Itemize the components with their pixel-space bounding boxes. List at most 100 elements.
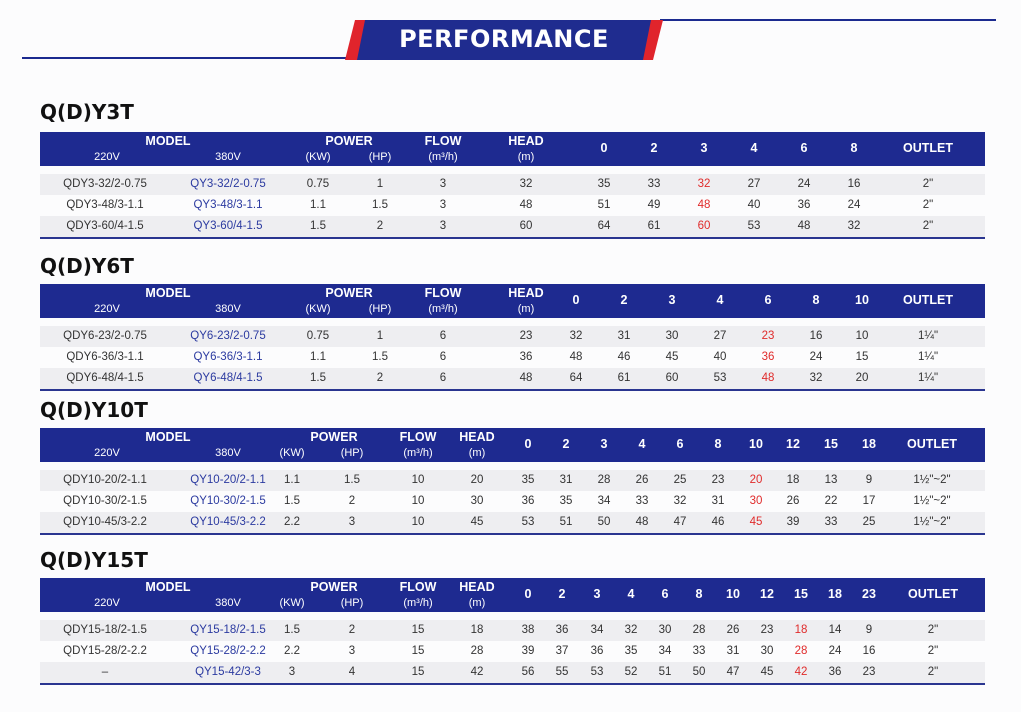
table-row: QDY3-60/4-1.5 QY3-60/4-1.5 1.5 2 3 60 64 61 60 53… — [40, 216, 985, 237]
power-kw: 3 — [288, 666, 296, 678]
outlet-value: 2" — [927, 666, 939, 678]
model-220v: QDY10-20/2-1.1 — [63, 474, 147, 486]
head-point-value: 49 — [647, 199, 661, 211]
header-head-point: 10 — [726, 587, 740, 601]
model-220v: QDY10-30/2-1.5 — [63, 495, 147, 507]
header-outlet: OUTLET — [908, 587, 958, 601]
header-flow-unit: (m³/h) — [403, 447, 433, 459]
head-value: 60 — [519, 220, 533, 232]
table-header: MODEL 220V 380V POWER (KW) (HP) FLOW (m³/h) HEAD… — [40, 284, 985, 318]
header-kw: (KW) — [305, 151, 331, 163]
model-380v: QY3-48/3-1.1 — [193, 199, 263, 211]
flow-value: 15 — [411, 624, 425, 636]
head-point-value: 35 — [559, 495, 573, 507]
head-point-value: 60 — [665, 372, 679, 384]
section-title: Q(D)Y10T — [40, 398, 148, 422]
head-point-value: 30 — [665, 330, 679, 342]
head-point-value: 61 — [647, 220, 661, 232]
head-point-value: 36 — [828, 666, 842, 678]
header-head-point: 4 — [627, 587, 635, 601]
header-hp: (HP) — [368, 303, 392, 315]
head-point-value: 48 — [797, 220, 811, 232]
head-point-value: 34 — [658, 645, 672, 657]
header-head: HEAD — [508, 134, 544, 148]
outlet-value: 2" — [922, 199, 934, 211]
head-point-value: 47 — [673, 516, 687, 528]
banner-title: PERFORMANCE — [399, 25, 609, 53]
table-row: QDY15-28/2-2.2 QY15-28/2-2.2 2.2 3 15 28 39 37 3… — [40, 641, 985, 662]
header-head-point: 8 — [695, 587, 703, 601]
head-value: 28 — [470, 645, 484, 657]
head-point-value: 45 — [760, 666, 774, 678]
header-head-point: 0 — [600, 141, 608, 155]
head-point-value: 16 — [862, 645, 876, 657]
head-point-value: 10 — [855, 330, 869, 342]
model-380v: QY6-36/3-1.1 — [193, 351, 263, 363]
head-point-value: 48 — [569, 351, 583, 363]
head-point-value: 30 — [658, 624, 672, 636]
head-point-value: 51 — [658, 666, 672, 678]
header-head-point: 6 — [676, 437, 684, 451]
section-title: Q(D)Y15T — [40, 548, 148, 572]
header-head-point: 0 — [524, 587, 532, 601]
outlet-value: 2" — [922, 220, 934, 232]
head-point-value: 33 — [824, 516, 838, 528]
header-outlet: OUTLET — [907, 437, 957, 451]
head-point-value: 20 — [855, 372, 869, 384]
head-value: 32 — [519, 178, 533, 190]
header-model: MODEL — [145, 134, 191, 148]
flow-value: 10 — [411, 516, 425, 528]
table-row: QDY6-48/4-1.5 QY6-48/4-1.5 1.5 2 6 48 64 61 60 53… — [40, 368, 985, 389]
header-outlet: OUTLET — [903, 141, 953, 155]
power-hp: 1.5 — [372, 199, 388, 211]
header-head-point: 3 — [593, 587, 601, 601]
head-point-value: 18 — [794, 624, 808, 636]
outlet-value: 2" — [927, 624, 939, 636]
flow-value: 15 — [411, 645, 425, 657]
head-point-value: 24 — [797, 178, 811, 190]
head-point-value: 64 — [597, 220, 611, 232]
head-point-value: 32 — [847, 220, 861, 232]
head-point-value: 22 — [824, 495, 838, 507]
header-head-point: 6 — [661, 587, 669, 601]
header-hp: (HP) — [368, 151, 392, 163]
head-point-value: 55 — [555, 666, 569, 678]
section-title: Q(D)Y6T — [40, 254, 134, 278]
head-point-value: 23 — [862, 666, 876, 678]
power-hp: 1.5 — [372, 351, 388, 363]
section-qdy6t: Q(D)Y6T MODEL 220V 380V POWER (KW) (HP) FLOW (m³… — [40, 254, 985, 394]
section-title: Q(D)Y3T — [40, 100, 134, 124]
section-qdy15t: Q(D)Y15T MODEL 220V 380V POWER (KW) (HP) FLOW (m… — [40, 548, 985, 688]
model-380v: QY3-32/2-0.75 — [190, 178, 266, 190]
header-220v: 220V — [94, 303, 120, 315]
header-head-point: 3 — [700, 141, 708, 155]
head-point-value: 26 — [726, 624, 740, 636]
head-point-value: 45 — [665, 351, 679, 363]
head-point-value: 23 — [711, 474, 725, 486]
outlet-value: 2" — [927, 645, 939, 657]
model-220v: QDY15-28/2-2.2 — [63, 645, 147, 657]
head-point-value: 31 — [726, 645, 740, 657]
power-hp: 2 — [376, 372, 384, 384]
head-point-value: 34 — [590, 624, 604, 636]
flow-value: 10 — [411, 495, 425, 507]
power-kw: 1.5 — [284, 624, 300, 636]
head-point-value: 24 — [828, 645, 842, 657]
header-380v: 380V — [215, 151, 241, 163]
model-380v: QY10-20/2-1.1 — [190, 474, 266, 486]
table-row: – QY15-42/3-3 3 4 15 42 56 55 53 52 51 50 47 45 42 36 23… — [40, 662, 985, 683]
head-point-value: 40 — [713, 351, 727, 363]
header-220v: 220V — [94, 447, 120, 459]
header-model: MODEL — [145, 286, 191, 300]
header-model: MODEL — [145, 430, 191, 444]
power-kw: 1.5 — [310, 372, 326, 384]
header-head-point: 2 — [620, 293, 628, 307]
table-header: MODEL 220V 380V POWER (KW) (HP) FLOW (m³/h) HEAD… — [40, 578, 985, 612]
head-point-value: 53 — [713, 372, 727, 384]
table-row: QDY10-20/2-1.1 QY10-20/2-1.1 1.1 1.5 10 20 35 3… — [40, 470, 985, 491]
header-power: POWER — [325, 134, 373, 148]
head-point-value: 32 — [624, 624, 638, 636]
power-kw: 1.1 — [284, 474, 300, 486]
head-point-value: 25 — [673, 474, 687, 486]
head-point-value: 38 — [521, 624, 535, 636]
